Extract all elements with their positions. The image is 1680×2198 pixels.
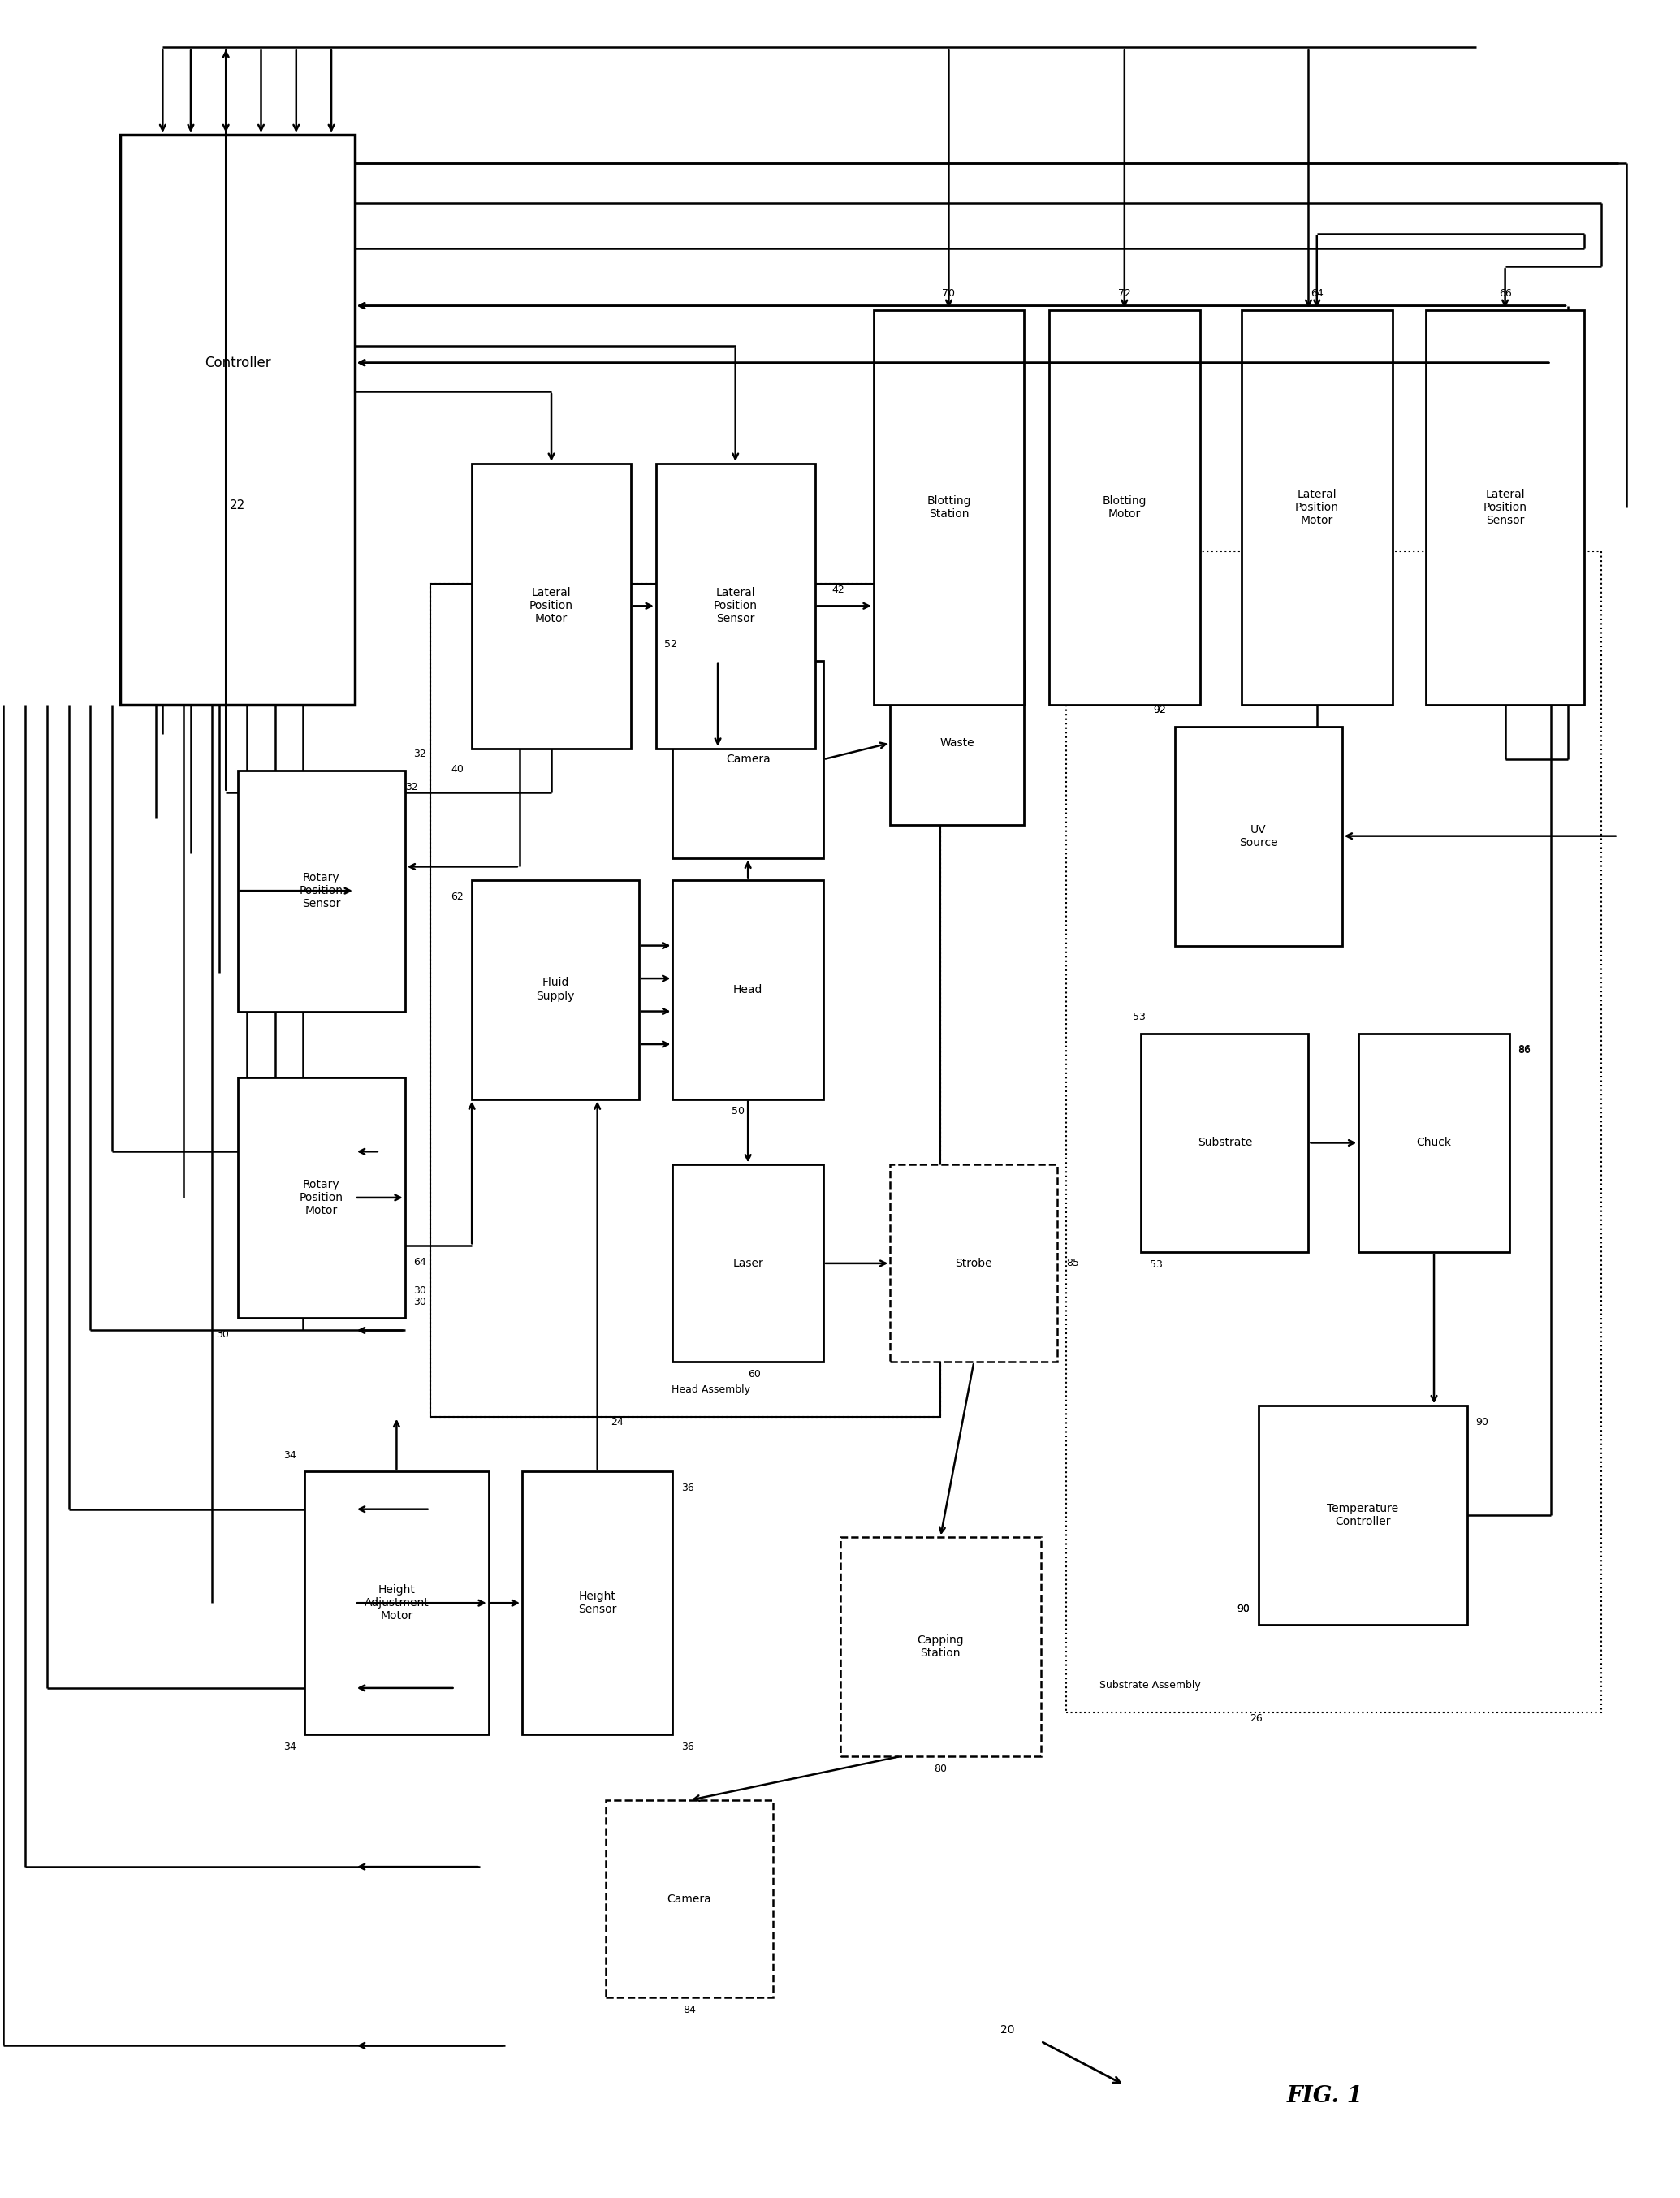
Text: Chuck: Chuck bbox=[1416, 1136, 1452, 1150]
Text: 32: 32 bbox=[405, 782, 418, 791]
Text: 85: 85 bbox=[1065, 1257, 1079, 1268]
Bar bbox=[1174, 728, 1342, 945]
Text: 22: 22 bbox=[230, 499, 245, 512]
Bar bbox=[430, 585, 941, 1418]
Text: Rotary
Position
Motor: Rotary Position Motor bbox=[299, 1178, 343, 1215]
Bar bbox=[606, 1800, 773, 1998]
Text: 30: 30 bbox=[413, 1286, 427, 1297]
Bar bbox=[1426, 310, 1584, 706]
Text: FIG. 1: FIG. 1 bbox=[1287, 2086, 1364, 2108]
Text: Head Assembly: Head Assembly bbox=[672, 1385, 751, 1396]
Text: Substrate Assembly: Substrate Assembly bbox=[1099, 1679, 1201, 1690]
Bar bbox=[121, 134, 354, 706]
Text: 84: 84 bbox=[684, 2005, 696, 2016]
Text: 32: 32 bbox=[413, 750, 427, 758]
Bar bbox=[237, 769, 405, 1011]
Text: 24: 24 bbox=[610, 1418, 623, 1429]
Text: Lateral
Position
Sensor: Lateral Position Sensor bbox=[1483, 488, 1527, 525]
Text: 40: 40 bbox=[450, 765, 464, 774]
Bar bbox=[430, 585, 941, 1418]
Text: 34: 34 bbox=[284, 1741, 296, 1752]
Bar bbox=[304, 1470, 489, 1734]
Text: 70: 70 bbox=[942, 288, 956, 299]
Bar bbox=[672, 662, 823, 857]
Text: Strobe: Strobe bbox=[956, 1257, 993, 1268]
Bar bbox=[1065, 552, 1601, 1712]
Text: 36: 36 bbox=[680, 1741, 694, 1752]
Text: Capping
Station: Capping Station bbox=[917, 1635, 964, 1659]
Bar bbox=[1242, 310, 1393, 706]
Bar bbox=[890, 1165, 1057, 1363]
Text: 92: 92 bbox=[1154, 706, 1166, 717]
Text: 60: 60 bbox=[748, 1369, 761, 1380]
Bar bbox=[522, 1470, 672, 1734]
Text: Fluid
Supply: Fluid Supply bbox=[536, 978, 575, 1002]
Text: 86: 86 bbox=[1517, 1044, 1530, 1055]
Bar bbox=[1258, 1407, 1467, 1624]
Text: Camera: Camera bbox=[726, 754, 769, 765]
Text: 64: 64 bbox=[413, 1257, 427, 1268]
Bar bbox=[1359, 1033, 1509, 1253]
Text: 80: 80 bbox=[934, 1763, 948, 1774]
Text: Temperature
Controller: Temperature Controller bbox=[1327, 1503, 1399, 1528]
Bar bbox=[890, 662, 1025, 824]
Text: UV
Source: UV Source bbox=[1238, 824, 1278, 848]
Text: Controller: Controller bbox=[205, 356, 270, 369]
Text: 53: 53 bbox=[1149, 1259, 1163, 1270]
Text: 50: 50 bbox=[731, 1106, 744, 1117]
Text: Blotting
Station: Blotting Station bbox=[927, 495, 971, 519]
Text: Lateral
Position
Motor: Lateral Position Motor bbox=[1295, 488, 1339, 525]
Text: Laser: Laser bbox=[732, 1257, 763, 1268]
Text: Waste: Waste bbox=[939, 736, 974, 750]
Text: Camera: Camera bbox=[667, 1892, 712, 1903]
Text: 52: 52 bbox=[664, 640, 677, 651]
Text: 90: 90 bbox=[1236, 1602, 1250, 1613]
Bar bbox=[1141, 1033, 1309, 1253]
Text: Head: Head bbox=[732, 985, 763, 996]
Text: Height
Adjustment
Motor: Height Adjustment Motor bbox=[365, 1585, 428, 1622]
Text: 42: 42 bbox=[832, 585, 845, 596]
Text: 53: 53 bbox=[1132, 1011, 1146, 1022]
Bar bbox=[672, 1165, 823, 1363]
Bar bbox=[1048, 310, 1200, 706]
Bar bbox=[655, 464, 815, 747]
Text: 30: 30 bbox=[217, 1330, 228, 1341]
Bar bbox=[472, 879, 638, 1099]
Text: Rotary
Position
Sensor: Rotary Position Sensor bbox=[299, 873, 343, 910]
Text: 34: 34 bbox=[284, 1451, 296, 1459]
Bar bbox=[672, 879, 823, 1099]
Text: Lateral
Position
Sensor: Lateral Position Sensor bbox=[714, 587, 758, 624]
Bar bbox=[237, 1077, 405, 1319]
Text: 26: 26 bbox=[1250, 1712, 1263, 1723]
Text: 92: 92 bbox=[1154, 706, 1166, 717]
Text: 36: 36 bbox=[680, 1484, 694, 1492]
Text: 66: 66 bbox=[1499, 288, 1512, 299]
Text: 86: 86 bbox=[1517, 1044, 1530, 1055]
Text: Blotting
Motor: Blotting Motor bbox=[1102, 495, 1146, 519]
Text: 72: 72 bbox=[1117, 288, 1131, 299]
Text: 62: 62 bbox=[450, 890, 464, 901]
Text: Height
Sensor: Height Sensor bbox=[578, 1591, 617, 1616]
Text: 30: 30 bbox=[413, 1297, 427, 1308]
Text: 64: 64 bbox=[1310, 288, 1324, 299]
Bar bbox=[874, 310, 1025, 706]
Text: Lateral
Position
Motor: Lateral Position Motor bbox=[529, 587, 573, 624]
Bar bbox=[840, 1536, 1042, 1756]
Text: Substrate: Substrate bbox=[1198, 1136, 1252, 1150]
Text: 90: 90 bbox=[1236, 1602, 1250, 1613]
Bar bbox=[472, 464, 632, 747]
Text: 20: 20 bbox=[1000, 2024, 1015, 2035]
Text: 90: 90 bbox=[1475, 1418, 1488, 1429]
